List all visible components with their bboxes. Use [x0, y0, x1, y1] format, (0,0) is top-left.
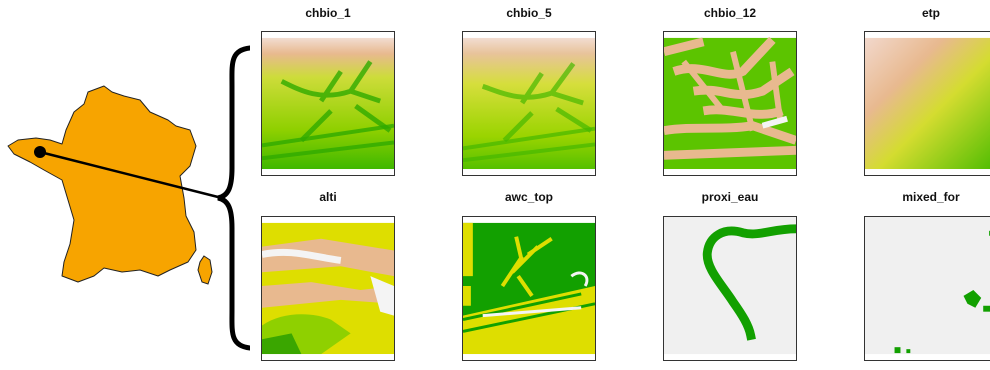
- raster-panel-alti: [261, 216, 395, 361]
- panel-title-awc-top: awc_top: [504, 190, 553, 204]
- panel-title-chbio-5: chbio_5: [506, 6, 552, 20]
- panel-title-alti: alti: [319, 190, 337, 204]
- connector-line: [39, 150, 223, 200]
- panel-title-chbio-1: chbio_1: [305, 6, 351, 20]
- raster-panel-etp: [864, 31, 990, 176]
- raster-panel-chbio-1: [261, 31, 395, 176]
- panel-title-mixed-for: mixed_for: [902, 190, 960, 204]
- curly-brace: [217, 45, 250, 351]
- france-map: [7, 45, 250, 351]
- panel-title-etp: etp: [922, 6, 940, 20]
- panel-title-chbio-12: chbio_12: [703, 6, 757, 20]
- raster-panel-awc-top: [462, 216, 596, 361]
- corsica: [197, 255, 213, 285]
- france-mainland: [7, 85, 197, 283]
- raster-panel-mixed-for: [864, 216, 990, 361]
- location-point: [34, 146, 46, 158]
- panel-title-proxi-eau: proxi_eau: [701, 190, 759, 204]
- raster-panel-chbio-5: [462, 31, 596, 176]
- raster-panel-proxi-eau: [663, 216, 797, 361]
- raster-panel-chbio-12: [663, 31, 797, 176]
